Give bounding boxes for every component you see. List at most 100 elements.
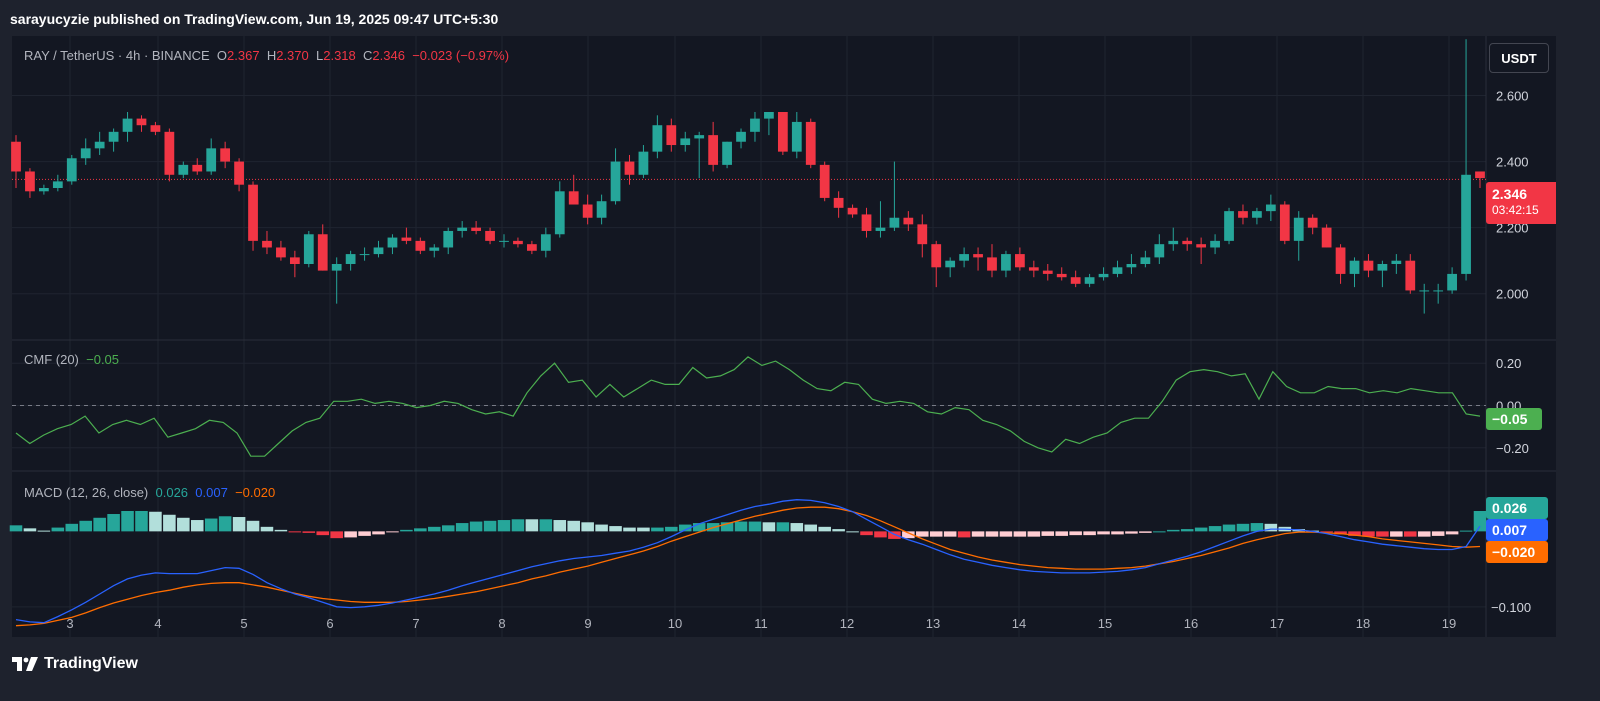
tradingview-logo-icon [12,657,38,671]
candle-body [1168,240,1179,245]
cmf-legend: CMF (20) −0.05 [24,352,119,367]
x-tick-label: 19 [1442,616,1456,631]
y-tick-label: 2.200 [1496,221,1529,236]
cmf-label[interactable]: CMF (20) [24,352,79,367]
candle-body [568,191,579,205]
candle-body [847,207,858,215]
close-label: C [363,48,373,63]
y-tick-label: −0.100 [1491,600,1531,615]
candle-body [1433,290,1444,292]
main-legend: RAY / TetherUS · 4h · BINANCE O2.367 H2.… [24,48,509,63]
candle-body [248,184,258,241]
candle-body [11,141,21,172]
candle-body [66,158,77,182]
macd-hist-bar [23,528,37,532]
macd-hist-bar [386,531,399,533]
candle-body [708,135,719,165]
candle-body [303,234,314,264]
candle-body [1321,227,1332,248]
cmf-value: −0.05 [86,352,120,367]
macd-hist-bar [9,525,23,532]
macd-hist-bar [65,523,79,532]
change-value: −0.023 (−0.97%) [412,48,510,63]
candle-body [1182,240,1193,245]
candle-body [527,244,537,251]
macd-hist-bar [218,516,232,532]
macd-hist-bar [274,529,288,532]
macd-hist-bar [1445,531,1459,535]
macd-line [15,499,1481,624]
macd-hist-bar [1055,531,1068,536]
macd-hist-bar [1431,531,1445,536]
macd-hist-bar [776,522,790,532]
candle-body [736,131,746,142]
candle-body [722,141,732,165]
candle-body [1126,264,1137,268]
symbol-label[interactable]: RAY / TetherUS · 4h · BINANCE [24,48,210,63]
high-value: 2.370 [276,48,309,63]
macd-hist-bar [1208,526,1222,532]
candle-body [234,161,244,185]
macd-histogram-layer [9,510,1487,539]
candle-body [903,217,914,225]
macd-hist-bar [581,522,594,532]
grid-layer: 3 4 5 6 7 8 9 10 11 12 13 14 15 16 17 18 19 2.000 2.200 2.4… [12,36,1556,637]
cmf-line [15,356,1481,457]
open-value: 2.367 [227,48,260,63]
candle-body [652,125,663,152]
x-tick-label: 10 [668,616,682,631]
x-tick-label: 8 [498,616,505,631]
macd-hist-bar [1236,523,1250,532]
macd-hist-bar [1348,531,1361,536]
macd-hist-bar [623,527,636,532]
candle-body [345,254,356,264]
macd-hist-bar [302,531,316,533]
macd-hist-bar [929,531,943,537]
macd-hist-bar [497,520,511,532]
macd-hist-bar [888,531,901,539]
macd-hist-bar [1180,529,1194,532]
candle-body [833,197,844,208]
candle-body [220,148,231,162]
candle-body [610,161,621,202]
macd-hist-bar [177,517,190,532]
candle-body [666,125,677,146]
logo-text: TradingView [44,655,138,672]
macd-hist-bar [651,527,664,532]
macd-hist-value: 0.026 [155,485,189,500]
macd-hist-bar [469,521,483,532]
candle-body [861,214,872,231]
candle-body [331,264,342,271]
macd-hist-bar [818,526,831,532]
macd-hist-bar [1334,531,1347,535]
macd-hist-bar [37,530,51,532]
macd-hist-bar [483,520,497,532]
candle-body [750,118,760,132]
candle-body [373,247,384,255]
candle-body [1056,273,1067,278]
candle-body [499,240,509,242]
x-tick-label: 4 [154,616,161,631]
open-label: O [216,48,228,63]
x-tick-label: 12 [840,616,854,631]
macd-hist-bar [609,526,622,532]
macd-hist-bar [1376,531,1389,537]
candle-body [1252,211,1262,218]
candle-body [401,237,412,241]
candle-body [638,151,649,175]
macd-label[interactable]: MACD (12, 26, close) [24,485,149,500]
footer-brand[interactable]: TradingView [12,655,138,673]
macd-hist-bar [316,531,330,536]
macd-hist-bar [107,514,120,532]
macd-hist-bar [720,522,734,532]
macd-hist-bar [1194,527,1208,532]
candle-body [1098,273,1109,278]
candle-body [624,161,635,175]
macd-hist-bar [1390,531,1403,537]
macd-hist-bar [916,531,929,537]
x-tick-label: 15 [1098,616,1112,631]
macd-hist-bar [1264,523,1278,532]
currency-button[interactable]: USDT [1489,43,1549,73]
candle-body [1349,260,1360,274]
